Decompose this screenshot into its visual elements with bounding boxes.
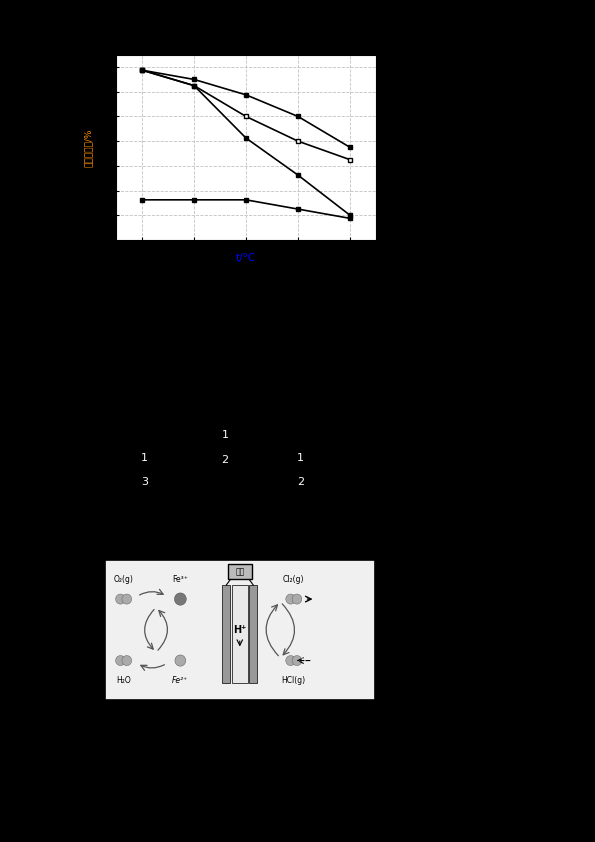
Text: Fe²⁺: Fe²⁺ xyxy=(173,675,189,685)
Text: 2: 2 xyxy=(297,477,304,488)
Text: 1: 1 xyxy=(141,453,148,463)
Circle shape xyxy=(122,656,131,665)
Text: 1: 1 xyxy=(221,430,228,440)
Circle shape xyxy=(174,593,186,605)
X-axis label: t/°C: t/°C xyxy=(236,253,256,264)
Circle shape xyxy=(286,656,296,665)
Circle shape xyxy=(292,594,302,604)
Circle shape xyxy=(115,594,126,604)
Circle shape xyxy=(115,656,126,665)
Bar xyxy=(228,564,252,579)
Circle shape xyxy=(286,594,296,604)
Text: 2: 2 xyxy=(221,455,228,465)
Circle shape xyxy=(292,656,302,665)
Text: 电源: 电源 xyxy=(235,568,245,577)
Bar xyxy=(222,585,230,683)
Text: HCl(g): HCl(g) xyxy=(282,675,306,685)
Text: H⁺: H⁺ xyxy=(233,625,246,635)
Text: O₂(g): O₂(g) xyxy=(114,575,133,584)
Text: H₂O: H₂O xyxy=(116,675,131,685)
Text: 3: 3 xyxy=(141,477,148,488)
Y-axis label: 平衡转化率/%: 平衡转化率/% xyxy=(84,128,93,167)
Text: Fe³⁺: Fe³⁺ xyxy=(173,575,188,584)
Circle shape xyxy=(175,655,186,666)
Bar xyxy=(231,585,248,683)
Text: Cl₂(g): Cl₂(g) xyxy=(283,575,305,584)
Text: 1: 1 xyxy=(297,453,304,463)
Bar xyxy=(249,585,258,683)
Circle shape xyxy=(122,594,131,604)
